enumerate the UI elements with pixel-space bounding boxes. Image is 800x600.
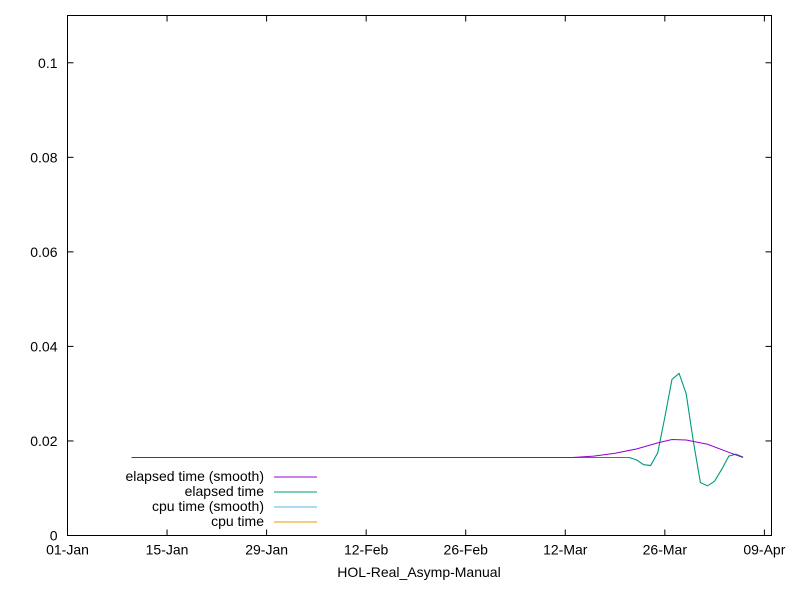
y-tick-label: 0.1: [38, 55, 58, 71]
x-tick-label: 12-Feb: [344, 542, 389, 558]
series-layer: [131, 372, 744, 487]
legend-label-cpu: cpu time: [211, 513, 264, 529]
legend-label-cpu-smooth: cpu time (smooth): [152, 498, 264, 514]
x-tick-label: 26-Mar: [643, 542, 688, 558]
y-tick-label: 0.04: [30, 338, 57, 354]
x-tick-label: 09-Apr: [743, 542, 785, 558]
series-line-elapsed-smooth: [131, 439, 744, 458]
x-tick-label: 12-Mar: [543, 542, 588, 558]
x-axis-label: HOL-Real_Asymp-Manual: [337, 564, 500, 580]
y-tick-label: 0.02: [30, 433, 57, 449]
legend-label-elapsed: elapsed time: [185, 483, 265, 499]
y-tick-label: 0: [50, 528, 58, 544]
y-tick-label: 0.06: [30, 244, 57, 260]
tick-layer: 0 0.02 0.04 0.06 0.08 0.1 01-Jan 15-Jan 29-Jan 12…: [30, 15, 786, 558]
plot-frame: [67, 15, 772, 536]
legend-label-elapsed-smooth: elapsed time (smooth): [125, 468, 264, 484]
legend: elapsed time (smooth) elapsed time cpu t…: [125, 468, 317, 529]
x-tick-label: 01-Jan: [46, 542, 89, 558]
series-line-elapsed: [131, 372, 744, 487]
x-tick-label: 15-Jan: [146, 542, 189, 558]
x-tick-label: 26-Feb: [444, 542, 489, 558]
x-tick-label: 29-Jan: [245, 542, 288, 558]
y-tick-label: 0.08: [30, 149, 57, 165]
